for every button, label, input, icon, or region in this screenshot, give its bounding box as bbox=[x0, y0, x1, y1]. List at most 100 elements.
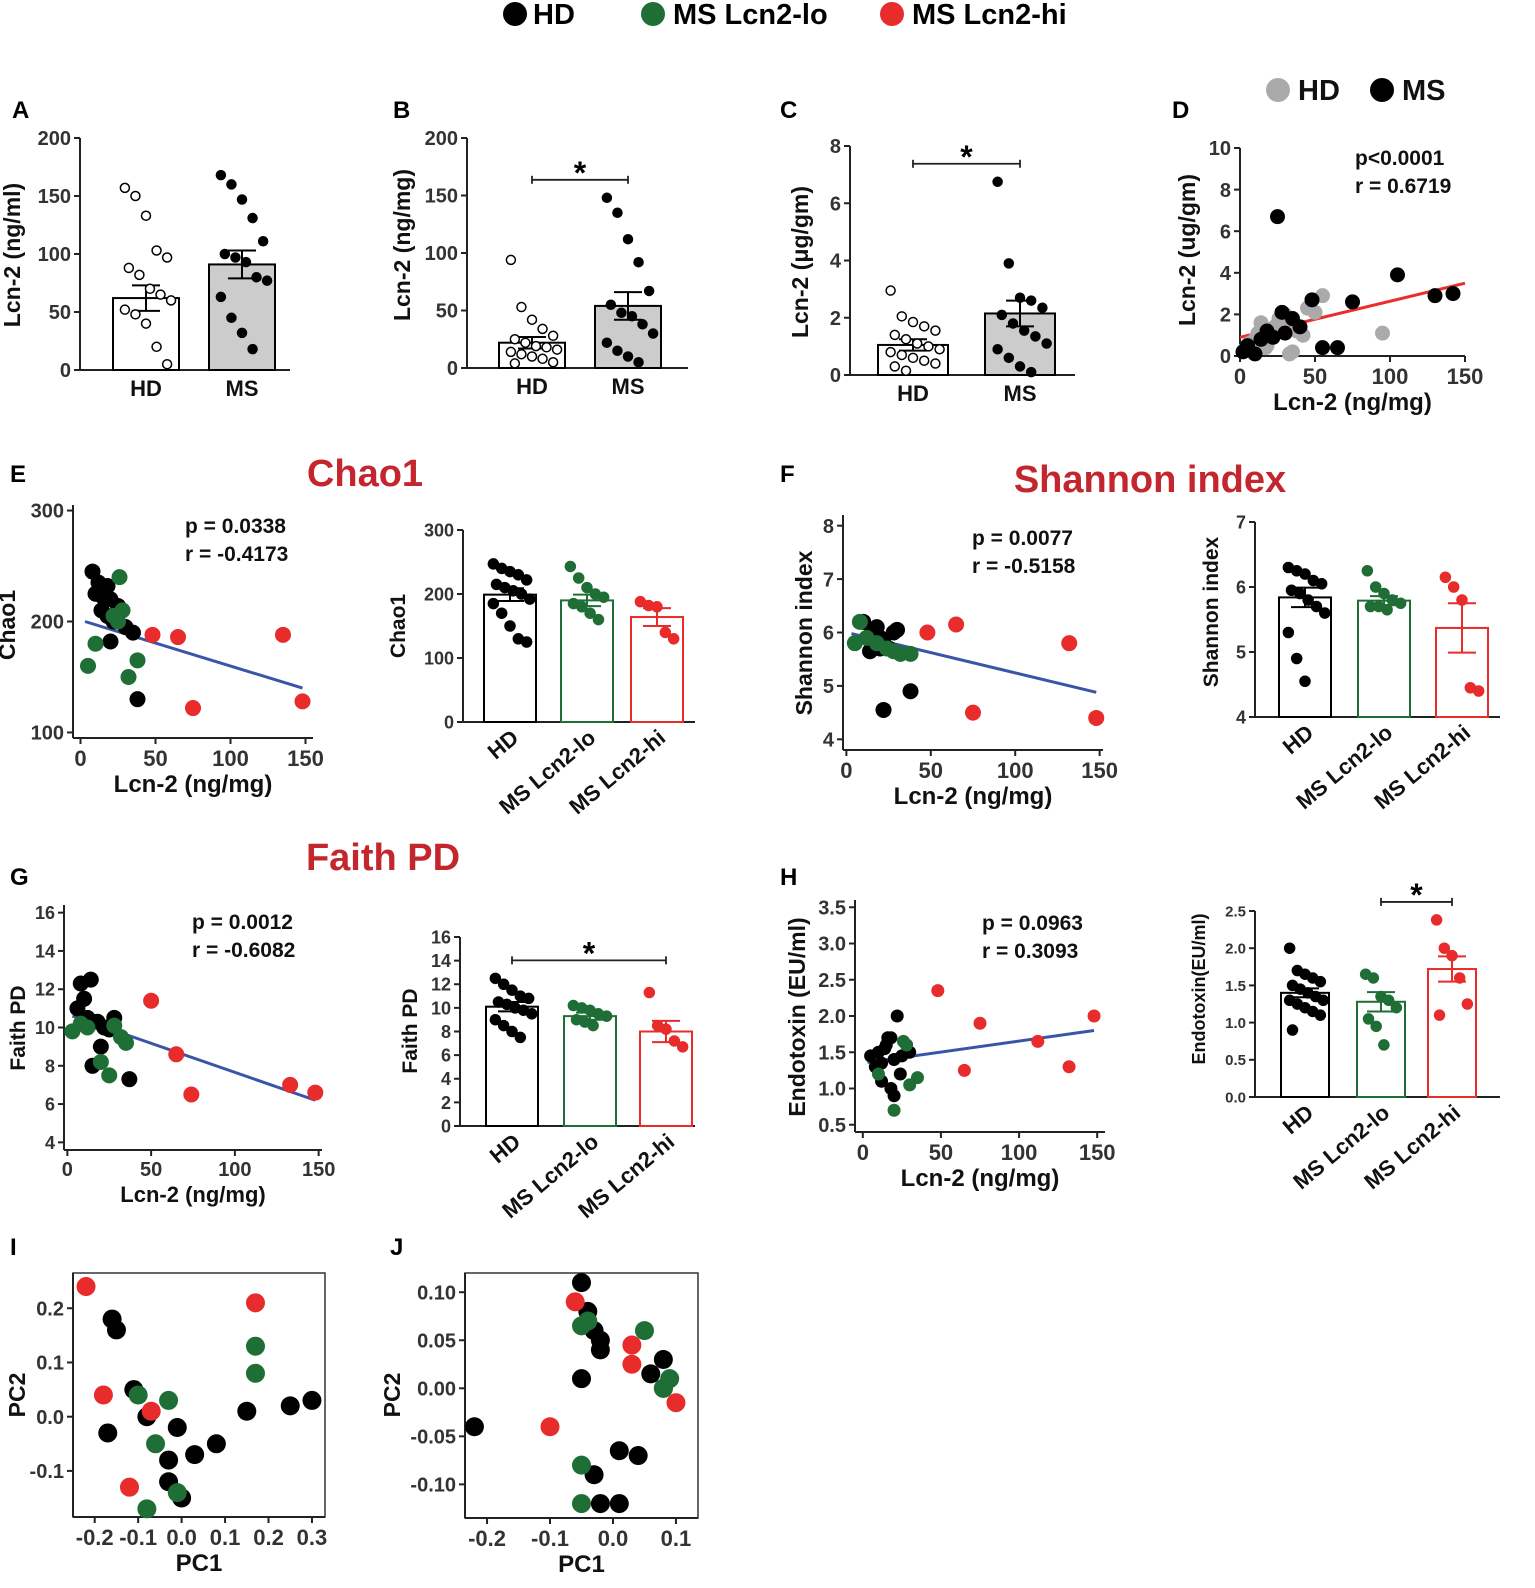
legend-hi-marker bbox=[880, 2, 904, 26]
data-point bbox=[622, 351, 634, 362]
data-point bbox=[1304, 292, 1320, 308]
bar bbox=[563, 1015, 617, 1127]
legend-label: MS bbox=[1402, 75, 1446, 107]
data-point bbox=[871, 1067, 885, 1081]
y-tick-label: 2.0 bbox=[818, 1006, 846, 1028]
data-point bbox=[226, 312, 237, 324]
scatter-chart-D: D 0 2 4 6 8 10 Lcn-2 (ug/gm) 0 50 100 150 Lcn-2 (ng/… bbox=[1172, 75, 1483, 416]
y-tick-label: 5 bbox=[1236, 642, 1246, 662]
data-point bbox=[245, 1336, 265, 1356]
y-tick-label: 0.05 bbox=[417, 1330, 456, 1352]
data-point bbox=[505, 346, 517, 358]
data-point bbox=[504, 620, 516, 632]
data-point bbox=[633, 357, 644, 368]
data-point bbox=[101, 1067, 118, 1084]
data-point bbox=[168, 1046, 185, 1063]
y-tick-label: -0.05 bbox=[410, 1427, 456, 1449]
y-axis-label: Lcn-2 (ug/gm) bbox=[1174, 174, 1200, 326]
data-point bbox=[907, 316, 919, 328]
scatter-chart-J: J -0.10 -0.05 0.00 0.05 0.10 PC2 -0.2 -0.1 0.0 0.1… bbox=[379, 1234, 699, 1578]
bar-chart-A: A 0 50 100 150 200 Lcn-2 (ng/ml) HD MS bbox=[0, 97, 290, 401]
data-point bbox=[506, 984, 518, 996]
data-point bbox=[119, 304, 131, 315]
data-point bbox=[137, 1499, 157, 1519]
data-point bbox=[1378, 1039, 1390, 1051]
x-tick-label: 50 bbox=[919, 758, 943, 783]
data-point bbox=[117, 1034, 134, 1051]
data-point bbox=[1370, 1020, 1382, 1033]
data-point bbox=[1390, 267, 1405, 283]
data-point bbox=[540, 1417, 560, 1437]
data-point bbox=[1367, 972, 1380, 984]
data-point bbox=[121, 1071, 138, 1088]
x-tick-label: 0 bbox=[840, 758, 852, 783]
x-tick-label: 0 bbox=[62, 1159, 73, 1181]
y-tick-label: 1.5 bbox=[818, 1042, 846, 1064]
y-tick-label: 0.0 bbox=[1225, 1089, 1246, 1106]
y-tick-label: 7 bbox=[823, 569, 834, 591]
data-point bbox=[581, 581, 593, 594]
x-tick-label: 0 bbox=[857, 1140, 869, 1165]
y-tick-label: 300 bbox=[424, 520, 454, 540]
data-point bbox=[592, 613, 605, 626]
data-point bbox=[1299, 675, 1311, 687]
data-point bbox=[512, 569, 525, 581]
data-point bbox=[1025, 366, 1037, 378]
y-tick-label: 200 bbox=[38, 128, 71, 150]
y-axis-label: PC2 bbox=[4, 1373, 30, 1418]
stat-annotation: r = 0.6719 bbox=[1355, 175, 1451, 198]
data-point bbox=[918, 321, 930, 332]
data-point bbox=[668, 1035, 681, 1047]
y-tick-label: 150 bbox=[38, 186, 71, 208]
legend-hi-label: MS Lcn2-hi bbox=[912, 0, 1067, 31]
data-point bbox=[526, 351, 538, 362]
data-point bbox=[622, 233, 634, 245]
y-tick-label: 2.5 bbox=[818, 970, 846, 992]
data-point bbox=[1447, 581, 1460, 593]
x-tick-label: -0.1 bbox=[531, 1526, 569, 1551]
y-tick-label: 0.2 bbox=[36, 1298, 64, 1320]
data-point bbox=[275, 626, 291, 643]
data-point bbox=[1362, 1013, 1375, 1025]
data-point bbox=[622, 1335, 642, 1355]
x-tick-label: HD bbox=[130, 376, 162, 401]
y-tick-label: 1.0 bbox=[1225, 1015, 1246, 1032]
data-point bbox=[87, 635, 104, 652]
significance-star: * bbox=[1410, 877, 1423, 913]
data-point bbox=[930, 358, 941, 369]
data-point bbox=[526, 314, 538, 325]
x-tick-label: 150 bbox=[1447, 364, 1484, 389]
data-point bbox=[106, 1320, 126, 1340]
data-point bbox=[1381, 604, 1393, 616]
x-tick-label: HD bbox=[1278, 1100, 1318, 1140]
y-tick-label: 14 bbox=[431, 951, 451, 971]
data-point bbox=[1330, 340, 1345, 356]
data-point bbox=[1446, 949, 1458, 962]
x-tick-label: HD bbox=[516, 374, 548, 399]
data-point bbox=[130, 309, 141, 320]
data-point bbox=[1041, 338, 1052, 349]
y-tick-label: 10 bbox=[35, 1018, 55, 1038]
data-point bbox=[161, 358, 173, 370]
data-point bbox=[887, 1103, 901, 1117]
data-point bbox=[1294, 587, 1306, 600]
data-point bbox=[257, 235, 269, 247]
data-point bbox=[82, 971, 99, 988]
data-point bbox=[902, 683, 919, 700]
data-point bbox=[1314, 1009, 1327, 1021]
y-tick-label: 4 bbox=[441, 1069, 451, 1089]
data-point bbox=[896, 349, 908, 361]
y-tick-label: 0 bbox=[447, 358, 458, 380]
panel-label: E bbox=[10, 461, 26, 488]
data-point bbox=[541, 342, 552, 353]
y-tick-label: 100 bbox=[425, 243, 458, 265]
y-tick-label: 3.5 bbox=[818, 897, 846, 919]
data-point bbox=[1277, 325, 1293, 341]
data-point bbox=[1247, 346, 1263, 362]
data-point bbox=[215, 169, 227, 181]
y-axis-label: Chao1 bbox=[387, 594, 410, 659]
data-point bbox=[1014, 361, 1026, 372]
data-point bbox=[206, 1434, 226, 1454]
data-point bbox=[226, 179, 237, 190]
